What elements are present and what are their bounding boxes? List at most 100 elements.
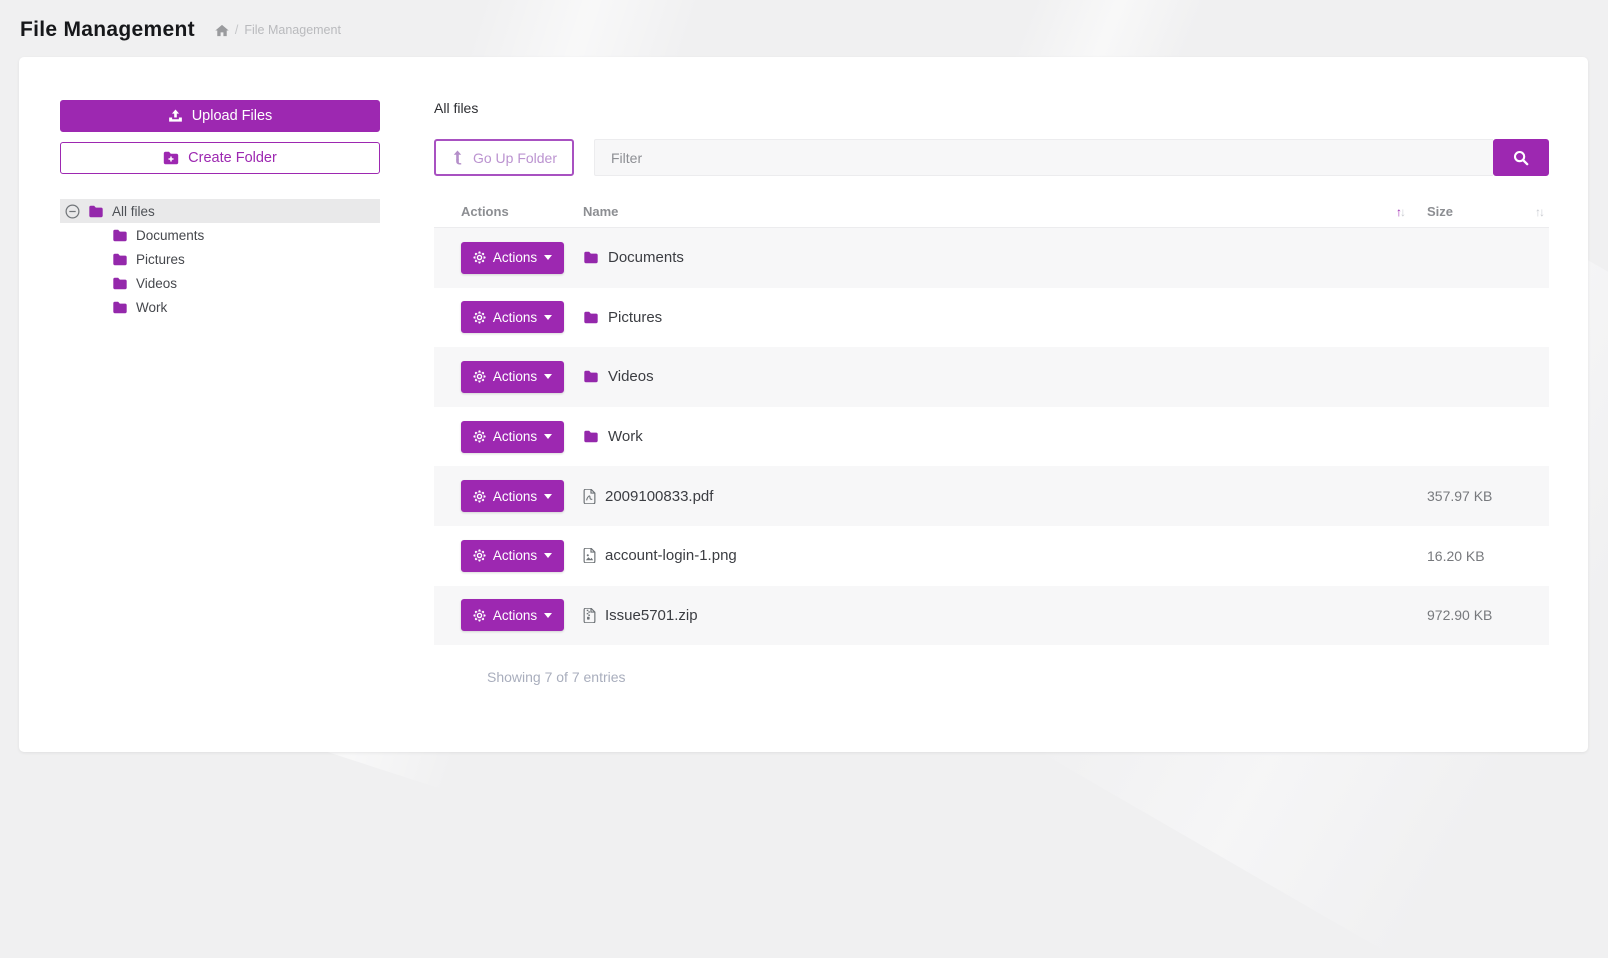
row-name-cell[interactable]: Work [563,428,1412,445]
sidebar: Upload Files Create Folder All files [60,100,380,319]
header-size[interactable]: Size ↑↓ [1412,204,1549,219]
gear-icon [473,370,486,383]
row-name-cell[interactable]: Videos [563,368,1412,385]
tree-children: Documents Pictures Videos Work [60,223,380,319]
gear-icon [473,251,486,264]
folder-icon [112,277,128,290]
row-name: account-login-1.png [605,547,737,564]
table-body: Actions [434,228,1549,645]
toolbar: Go Up Folder [434,139,1549,176]
breadcrumb-current: File Management [244,23,341,37]
caret-down-icon [544,553,552,558]
page-header: File Management / File Management [20,18,341,42]
search-button[interactable] [1493,139,1549,176]
actions-button-label: Actions [493,489,537,504]
actions-dropdown-button[interactable]: Actions [461,480,564,512]
row-size: 16.20 KB [1412,548,1549,564]
file-archive-icon [583,608,596,623]
actions-dropdown-button[interactable]: Actions [461,361,564,393]
page-title: File Management [20,18,195,42]
table-row: Actions [434,586,1549,646]
table-header-row: Actions Name ↑↓ Size ↑↓ [434,196,1549,228]
entries-summary: Showing 7 of 7 entries [434,669,1549,685]
filter-input[interactable] [594,139,1493,176]
folder-icon [583,370,599,383]
header-name-label: Name [583,204,618,219]
actions-dropdown-button[interactable]: Actions [461,599,564,631]
gear-icon [473,430,486,443]
folder-tree: All files Documents Pictures Videos Work [60,199,380,319]
actions-dropdown-button[interactable]: Actions [461,242,564,274]
tree-item-work[interactable]: Work [60,295,380,319]
table-row: Actions [434,228,1549,288]
upload-files-button[interactable]: Upload Files [60,100,380,132]
actions-dropdown-button[interactable]: Actions [461,540,564,572]
files-table: Actions Name ↑↓ Size ↑↓ [434,196,1549,685]
header-name[interactable]: Name ↑↓ [563,204,1412,219]
upload-icon [168,109,183,123]
current-folder-title: All files [434,100,1549,116]
upload-files-label: Upload Files [192,108,273,124]
row-actions-cell: Actions [434,480,563,512]
breadcrumb: / File Management [215,23,341,37]
row-name: Documents [608,249,684,266]
row-size: 357.97 KB [1412,488,1549,504]
header-actions-label: Actions [461,204,509,219]
actions-button-label: Actions [493,608,537,623]
actions-button-label: Actions [493,548,537,563]
caret-down-icon [544,255,552,260]
tree-item-all-files[interactable]: All files [60,199,380,223]
folder-icon [112,301,128,314]
tree-root-label: All files [112,204,155,219]
row-actions-cell: Actions [434,421,563,453]
row-actions-cell: Actions [434,301,563,333]
row-name: Pictures [608,309,662,326]
table-row: Actions [434,407,1549,467]
tree-item-label: Pictures [136,252,185,267]
folder-icon [112,253,128,266]
gear-icon [473,549,486,562]
table-row: Actions [434,466,1549,526]
folder-icon [88,205,104,218]
row-name-cell[interactable]: 2009100833.pdf [563,488,1412,505]
row-name-cell[interactable]: Issue5701.zip [563,607,1412,624]
sort-name-icon[interactable]: ↑↓ [1396,206,1404,218]
row-name-cell[interactable]: Documents [563,249,1412,266]
sort-size-icon[interactable]: ↑↓ [1535,206,1543,218]
folder-icon [112,229,128,242]
row-actions-cell: Actions [434,242,563,274]
row-name-cell[interactable]: Pictures [563,309,1412,326]
folder-icon [583,430,599,443]
go-up-folder-label: Go Up Folder [473,150,557,166]
tree-item-label: Work [136,300,167,315]
actions-button-label: Actions [493,429,537,444]
tree-item-videos[interactable]: Videos [60,271,380,295]
row-actions-cell: Actions [434,540,563,572]
actions-button-label: Actions [493,250,537,265]
collapse-minus-icon[interactable] [65,204,80,219]
header-size-label: Size [1427,204,1453,219]
gear-icon [473,609,486,622]
header-actions: Actions [434,204,563,219]
caret-down-icon [544,374,552,379]
actions-dropdown-button[interactable]: Actions [461,421,564,453]
file-image-icon [583,548,596,563]
table-row: Actions [434,288,1549,348]
row-name-cell[interactable]: account-login-1.png [563,547,1412,564]
create-folder-label: Create Folder [188,150,277,166]
go-up-folder-button[interactable]: Go Up Folder [434,139,574,176]
row-name: Work [608,428,643,445]
caret-down-icon [544,613,552,618]
caret-down-icon [544,434,552,439]
folder-plus-icon [163,151,179,165]
main-panel: All files Go Up Folder [434,100,1549,685]
actions-button-label: Actions [493,310,537,325]
row-name: 2009100833.pdf [605,488,713,505]
actions-dropdown-button[interactable]: Actions [461,301,564,333]
home-icon[interactable] [215,24,229,37]
tree-item-pictures[interactable]: Pictures [60,247,380,271]
actions-button-label: Actions [493,369,537,384]
gear-icon [473,490,486,503]
tree-item-documents[interactable]: Documents [60,223,380,247]
create-folder-button[interactable]: Create Folder [60,142,380,174]
